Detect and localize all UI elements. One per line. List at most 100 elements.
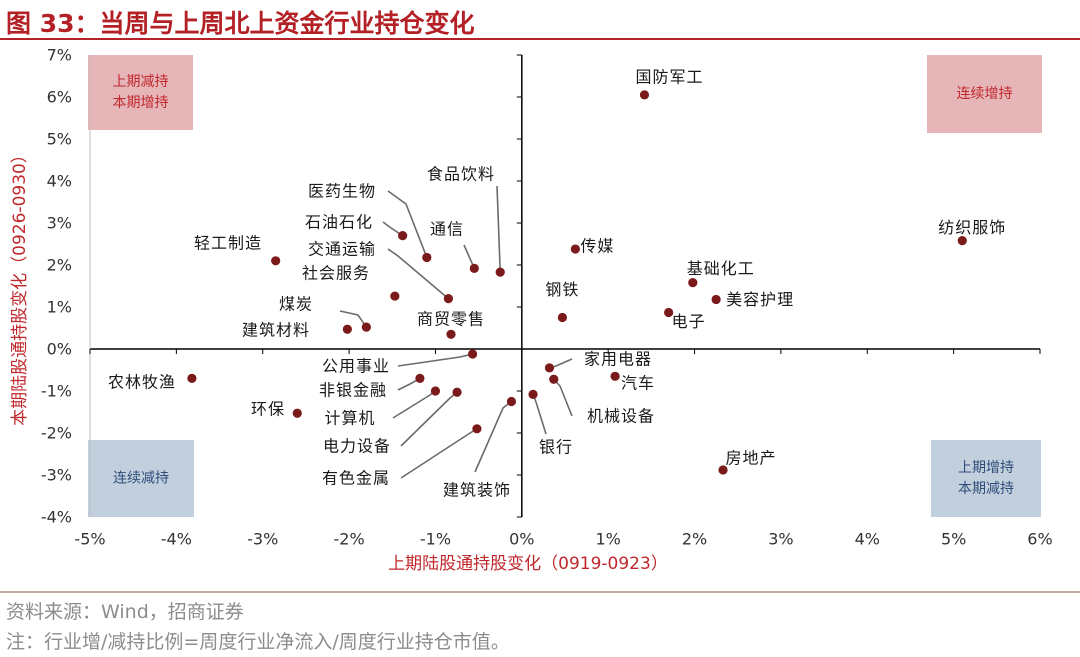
x-tick-label: 3%: [768, 530, 793, 549]
quadrant-top-right: [927, 55, 1042, 133]
point-label: 电力设备: [323, 437, 391, 456]
data-point: [430, 386, 441, 396]
x-tick-label: 5%: [941, 530, 966, 549]
point-label: 煤炭: [279, 295, 313, 314]
quadrant-top-left: [88, 55, 193, 130]
y-tick-label: -4%: [41, 508, 72, 527]
data-point: [957, 236, 967, 246]
data-point: [528, 389, 538, 399]
data-point: [718, 465, 728, 475]
leader-line: [400, 391, 458, 447]
figure-title: 图 33：当周与上周北上资金行业持仓变化: [6, 9, 475, 38]
point-label: 社会服务: [302, 264, 370, 283]
point-label: 商贸零售: [417, 310, 485, 329]
quadrant-bottom-left: [88, 440, 194, 517]
point-label: 机械设备: [587, 407, 655, 426]
data-points: [187, 90, 967, 475]
point-label: 医药生物: [308, 182, 376, 201]
x-tick-label: -4%: [161, 530, 192, 549]
point-label: 美容护理: [726, 290, 794, 309]
data-point: [446, 329, 456, 339]
leader-line: [392, 390, 436, 419]
data-point: [187, 373, 197, 383]
point-label: 电子: [672, 312, 706, 331]
leader-line: [553, 378, 573, 417]
point-label: 非银金融: [319, 381, 387, 400]
point-label: 交通运输: [308, 240, 376, 259]
data-point: [544, 363, 555, 373]
data-point: [495, 267, 505, 277]
data-point: [415, 373, 425, 383]
point-label: 石油石化: [305, 213, 373, 232]
x-tick-label: 0%: [509, 530, 534, 549]
quadrant-top-right-label: 连续增持: [957, 85, 1013, 102]
y-tick-label: -3%: [41, 466, 72, 485]
point-label: 房地产: [726, 448, 777, 467]
point-label: 建筑材料: [242, 321, 310, 340]
data-point: [639, 90, 650, 100]
quadrant-bottom-right-label: 上期增持: [958, 460, 1014, 476]
data-point: [506, 396, 517, 407]
leader-line: [397, 353, 473, 367]
quadrant-bottom-right-label: 本期减持: [958, 481, 1014, 497]
y-tick-label: -1%: [41, 382, 72, 401]
y-tick-label: 7%: [47, 46, 72, 65]
data-point: [610, 371, 620, 381]
point-label: 基础化工: [687, 259, 755, 278]
x-tick-label: 2%: [682, 530, 707, 549]
y-axis-title: 本期陆股通持股变化（0926-0930）: [10, 146, 30, 426]
x-tick-label: -5%: [74, 530, 105, 549]
y-tick-label: 0%: [47, 340, 72, 359]
quadrant-bottom-right: [931, 440, 1041, 517]
leader-line: [382, 221, 404, 237]
point-label: 国防军工: [635, 67, 703, 86]
data-point: [361, 322, 371, 332]
data-point: [271, 256, 281, 266]
quadrant-bottom-left-label: 连续减持: [113, 470, 169, 487]
data-point: [292, 408, 302, 418]
point-label: 轻工制造: [194, 234, 262, 253]
point-label: 食品饮料: [427, 165, 495, 184]
leader-line: [387, 248, 449, 300]
data-point: [443, 294, 454, 304]
point-label: 环保: [251, 400, 285, 419]
data-point: [711, 294, 721, 305]
footnote: 注：行业增/减持比例=周度行业净流入/周度行业持仓市值。: [6, 631, 510, 653]
x-tick-label: 4%: [855, 530, 880, 549]
data-point: [688, 278, 698, 288]
point-label: 通信: [430, 220, 464, 239]
y-tick-label: 5%: [47, 130, 72, 149]
x-tick-label: -2%: [334, 530, 365, 549]
footer-divider: [0, 591, 1080, 593]
leader-line: [496, 185, 502, 273]
point-label: 有色金属: [322, 469, 390, 488]
y-tick-label: 6%: [47, 88, 72, 107]
leader-line: [339, 310, 368, 328]
y-tick-label: 1%: [47, 298, 72, 317]
x-tick-label: 1%: [595, 530, 620, 549]
leader-line: [532, 394, 547, 435]
quadrant-top-left-label: 本期增持: [113, 95, 169, 111]
x-tick-label: -3%: [247, 530, 278, 549]
point-label: 农林牧渔: [108, 373, 176, 392]
point-label: 传媒: [580, 237, 614, 256]
x-tick-label: -1%: [420, 530, 451, 549]
point-label: 钢铁: [545, 280, 579, 299]
x-axis-title: 上期陆股通持股变化（0919-0923）: [388, 554, 668, 574]
data-point: [549, 374, 559, 384]
y-tick-label: 3%: [47, 214, 72, 233]
point-label: 汽车: [621, 374, 655, 393]
data-point: [422, 252, 432, 263]
data-point: [390, 291, 400, 301]
leader-line: [400, 428, 478, 479]
y-tick-label: 4%: [47, 172, 72, 191]
title-divider: [0, 38, 1080, 40]
point-label: 银行: [539, 438, 573, 457]
data-point: [557, 312, 568, 323]
point-label: 纺织服饰: [938, 218, 1006, 237]
leader-line: [387, 190, 428, 258]
data-point: [469, 263, 479, 273]
